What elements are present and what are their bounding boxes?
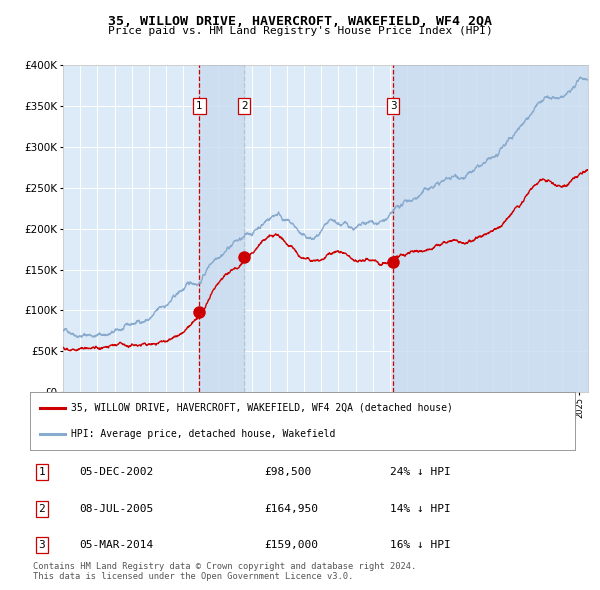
Text: 1: 1 xyxy=(196,101,203,111)
Text: 14% ↓ HPI: 14% ↓ HPI xyxy=(390,504,451,514)
Text: 2: 2 xyxy=(241,101,247,111)
Text: 3: 3 xyxy=(38,540,46,550)
Text: Price paid vs. HM Land Registry's House Price Index (HPI): Price paid vs. HM Land Registry's House … xyxy=(107,26,493,36)
Text: £159,000: £159,000 xyxy=(265,540,319,550)
Bar xyxy=(199,65,244,392)
Bar xyxy=(393,65,588,392)
Text: This data is licensed under the Open Government Licence v3.0.: This data is licensed under the Open Gov… xyxy=(33,572,353,581)
Text: £98,500: £98,500 xyxy=(265,467,311,477)
Text: Contains HM Land Registry data © Crown copyright and database right 2024.: Contains HM Land Registry data © Crown c… xyxy=(33,562,416,571)
Text: 35, WILLOW DRIVE, HAVERCROFT, WAKEFIELD, WF4 2QA (detached house): 35, WILLOW DRIVE, HAVERCROFT, WAKEFIELD,… xyxy=(71,402,453,412)
Text: £164,950: £164,950 xyxy=(265,504,319,514)
Text: 3: 3 xyxy=(389,101,396,111)
Text: 05-DEC-2002: 05-DEC-2002 xyxy=(79,467,154,477)
Text: HPI: Average price, detached house, Wakefield: HPI: Average price, detached house, Wake… xyxy=(71,430,335,440)
Text: 24% ↓ HPI: 24% ↓ HPI xyxy=(390,467,451,477)
Text: 1: 1 xyxy=(38,467,46,477)
Text: 08-JUL-2005: 08-JUL-2005 xyxy=(79,504,154,514)
Text: 05-MAR-2014: 05-MAR-2014 xyxy=(79,540,154,550)
Text: 35, WILLOW DRIVE, HAVERCROFT, WAKEFIELD, WF4 2QA: 35, WILLOW DRIVE, HAVERCROFT, WAKEFIELD,… xyxy=(108,15,492,28)
Text: 16% ↓ HPI: 16% ↓ HPI xyxy=(390,540,451,550)
Text: 2: 2 xyxy=(38,504,46,514)
